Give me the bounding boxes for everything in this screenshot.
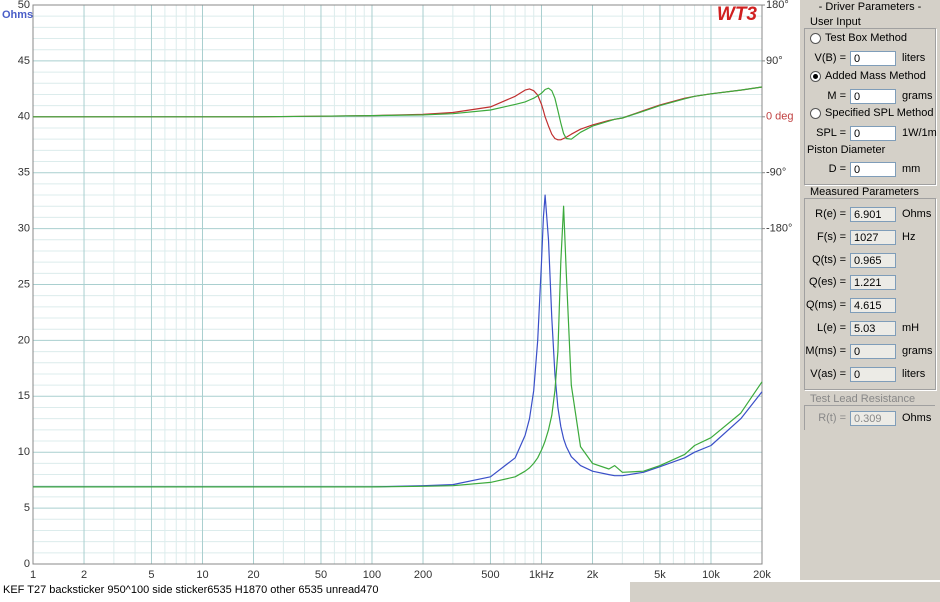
logo: WT3 [717,4,758,25]
y2-tick-label: -90° [766,167,786,179]
status-gray [630,582,940,602]
group-box [804,405,935,430]
y2-tick-label: 90° [766,55,783,67]
status-text: KEF T27 backsticker 950^100 side sticker… [3,584,379,596]
field-label: V(as) = [810,367,846,380]
y-tick-label: 35 [18,167,30,179]
field-label: Q(ts) = [812,253,846,266]
y-tick-label: 30 [18,223,30,235]
y-tick-label: 10 [18,446,30,458]
x-tick-label: 100 [363,569,381,580]
radio[interactable] [810,33,821,44]
y-tick-label: 40 [18,111,30,123]
field-input: 0.309 [850,411,896,426]
x-tick-label: 5k [654,569,666,580]
y2-tick-label: 180° [766,0,789,11]
field-input: 1.221 [850,275,896,291]
x-tick-label: 200 [414,569,432,580]
x-tick-label: 20k [753,569,771,580]
field-label: D = [828,163,846,175]
field-unit: grams [902,344,933,357]
series-line [33,86,763,140]
field-label: R(t) = [818,412,846,424]
x-tick-label: 50 [315,569,327,580]
x-tick-label: 5 [148,569,154,580]
field-unit: Hz [902,230,916,243]
field-label: F(s) = [816,230,846,243]
x-tick-label: 1kHz [529,569,554,580]
panel-title: - Driver Parameters - [818,1,922,13]
field-label: SPL = [816,127,846,139]
field-label: R(e) = [815,208,846,220]
y-tick-label: 25 [18,278,30,290]
y-tick-label: 5 [24,502,30,514]
field-input: 6.901 [850,207,896,222]
field-input: 4.615 [850,298,896,314]
field-input[interactable]: 0 [850,162,896,177]
radio-label[interactable]: Test Box Method [825,32,907,44]
field-label: L(e) = [816,322,846,334]
field-label: Q(es) = [809,276,846,289]
field-input[interactable]: 0 [850,88,896,104]
field-input: 5.03 [850,321,896,336]
y2-tick-label: -180° [766,223,792,235]
field-label: M(ms) = [805,344,846,357]
y-tick-label: 20 [18,334,30,346]
field-unit: mH [902,322,920,334]
status-bar: KEF T27 backsticker 950^100 side sticker… [0,580,940,602]
y-tick-label: 15 [18,390,30,402]
group-title: Test Lead Resistance [808,393,918,405]
group-box [804,198,936,390]
radio[interactable] [810,70,821,82]
x-tick-label: 1 [30,569,36,580]
radio-label[interactable]: Added Mass Method [825,69,926,82]
field-input: 0.965 [850,252,896,268]
field-label: Q(ms) = [805,299,846,312]
x-tick-label: 500 [481,569,499,580]
driver-parameters-panel: - Driver Parameters - User Input Test Box … [800,0,940,580]
y-tick-label: 45 [18,55,30,67]
field-unit: liters [902,52,926,64]
group-title: Measured Parameters [808,186,921,198]
radio-label[interactable]: Specified SPL Method [825,107,934,119]
piston-label: Piston Diameter [807,144,886,156]
x-tick-label: 10 [196,569,208,580]
field-unit: Ohms [902,412,932,424]
field-input[interactable]: 0 [850,126,896,141]
field-unit: liters [902,367,926,380]
y-axis-label: Ohms [2,9,33,21]
field-unit: grams [902,89,933,102]
field-label: V(B) = [814,52,846,64]
field-input: 0 [850,343,896,359]
x-tick-label: 2k [587,569,599,580]
field-input: 1027 [850,229,896,245]
field-unit: mm [902,163,921,175]
y-tick-label: 50 [18,0,30,11]
radio-dot [813,73,818,79]
group-box [804,28,936,185]
x-tick-label: 20 [247,569,259,580]
field-label: M = [827,89,846,102]
y2-tick-label: 0 deg [766,111,794,123]
y-tick-label: 0 [24,558,30,570]
field-unit: Ohms [902,208,932,220]
chart: 1 2 5 10 20 50 100 200 500 1kHz 2k 5k 10k 20k05101520… [2,0,794,580]
series-line [33,205,763,488]
x-tick-label: 2 [81,569,87,580]
radio[interactable] [810,108,821,119]
field-input[interactable]: 0 [850,51,896,66]
group-title: User Input [808,16,863,28]
plot-frame [32,4,763,565]
x-tick-label: 10k [702,569,720,580]
field-unit: 1W/1m [902,127,937,139]
field-input: 0 [850,366,896,382]
